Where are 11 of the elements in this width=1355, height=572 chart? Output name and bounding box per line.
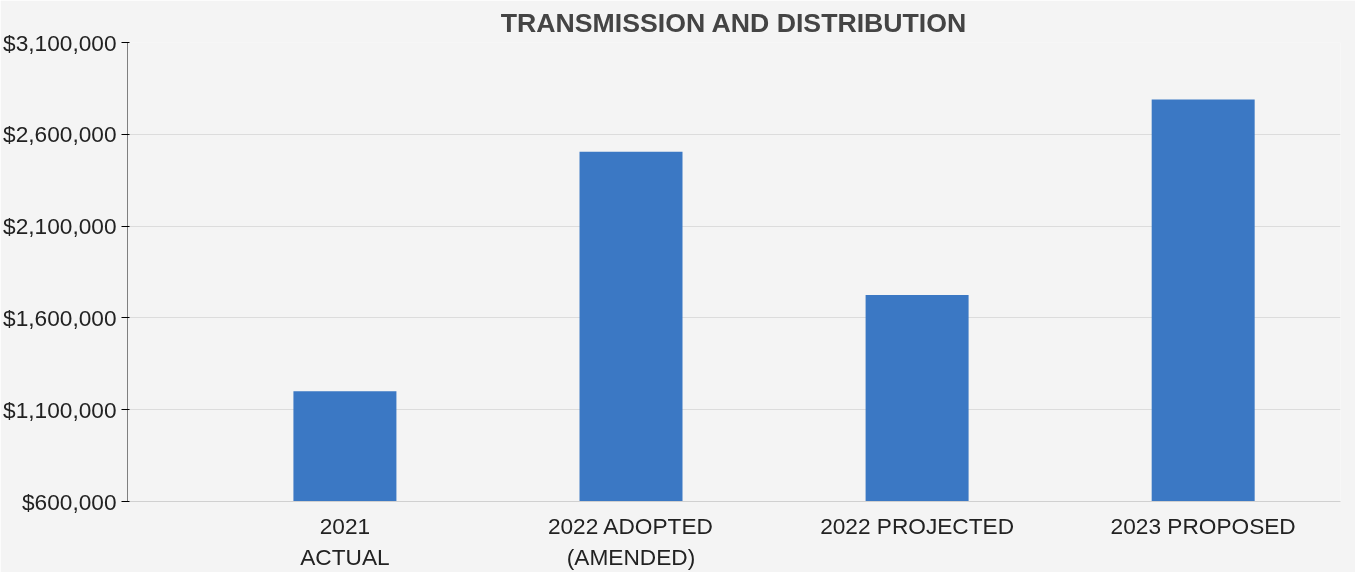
x-tick-label: 2023 PROPOSED [1110, 512, 1296, 539]
x-tick-label: 2022 ADOPTED (AMENDED) [547, 512, 713, 570]
y-tick-label: $3,100,000 [3, 29, 117, 56]
x-tick-label: 2022 PROJECTED [820, 512, 1015, 539]
y-tick-label: $2,100,000 [3, 213, 117, 240]
y-tick-label: $600,000 [22, 488, 117, 515]
chart-title: TRANSMISSION AND DISTRIBUTION [500, 7, 967, 38]
y-tick-label: $1,100,000 [3, 396, 117, 423]
x-tick-label: 2021 ACTUAL [300, 512, 390, 570]
y-tick-label: $1,600,000 [3, 304, 117, 331]
y-tick-label: $2,600,000 [3, 121, 117, 148]
